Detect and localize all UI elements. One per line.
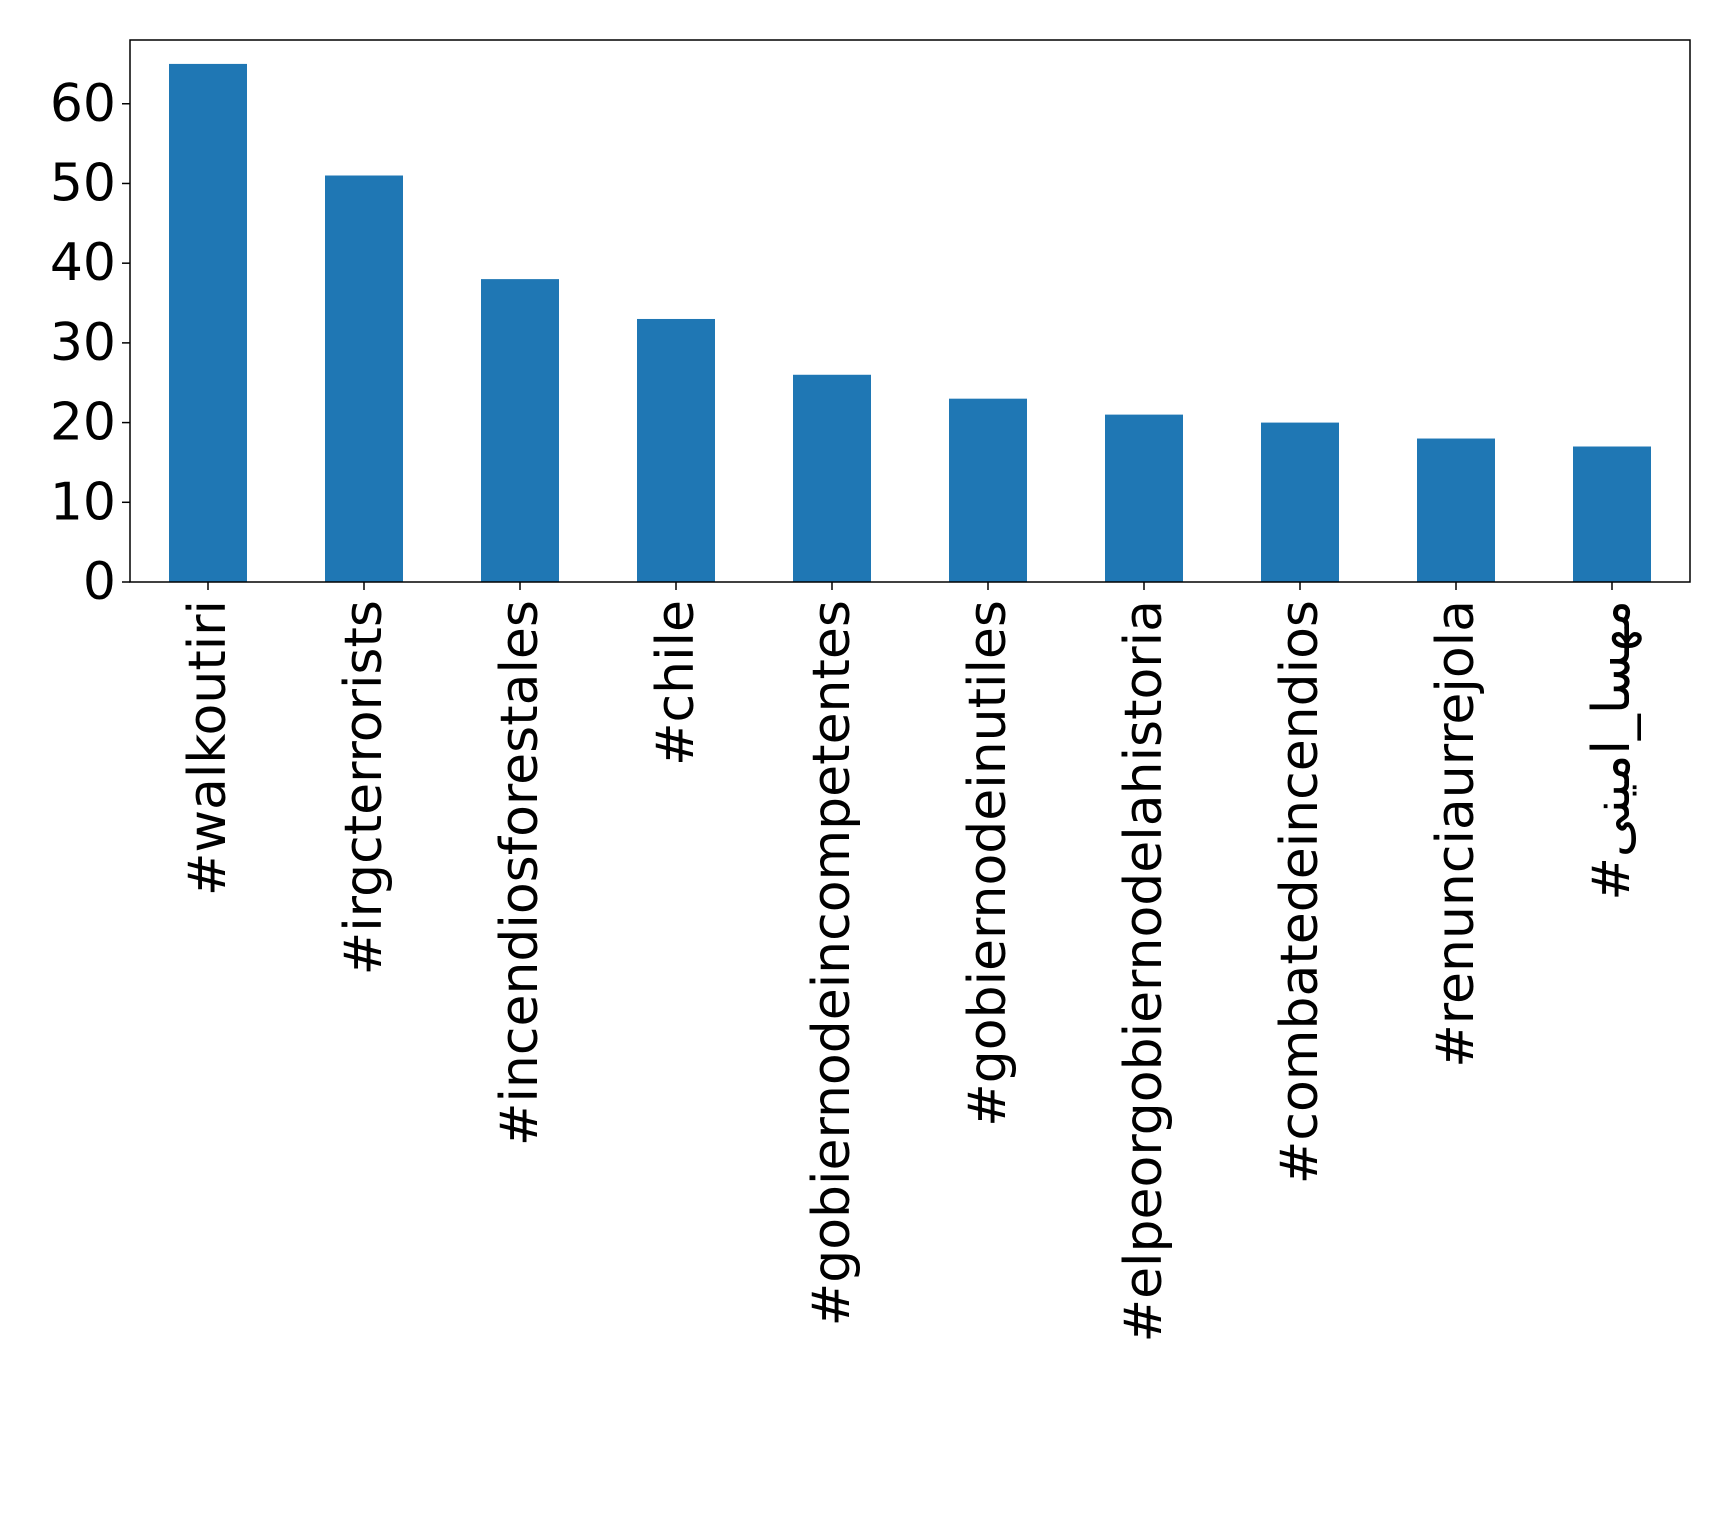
bar-1 [325, 175, 403, 582]
plot-frame [129, 39, 1691, 583]
x-tick-label-6: #elpeorgobiernodelahistoria [1114, 600, 1174, 1343]
y-tick-label-2: 20 [50, 393, 116, 453]
x-tick-label-5: #gobiernodeinutiles [958, 600, 1018, 1127]
y-tick-label-3: 30 [50, 313, 116, 373]
bar-2 [481, 279, 559, 582]
bar-8 [1417, 438, 1495, 582]
x-tick-label-9: #مهسا_امینی [1582, 600, 1642, 901]
bar-9 [1573, 446, 1651, 582]
x-tick-label-3: #chile [646, 600, 706, 766]
x-axis: #walkoutiri #irgcterrorists #incendiosfore… [178, 582, 1642, 1343]
bar-6 [1105, 414, 1183, 582]
x-tick-label-4: #gobiernodeincompetentes [802, 600, 862, 1326]
y-tick-label-5: 50 [50, 153, 116, 213]
y-axis: 0 10 20 30 40 50 60 [50, 74, 130, 612]
x-tick-label-0: #walkoutiri [178, 600, 238, 896]
bar-5 [949, 398, 1027, 582]
bar-7 [1261, 422, 1339, 582]
bars-layer [169, 63, 1651, 583]
bar-0 [169, 63, 247, 583]
x-tick-label-2: #incendiosforestales [490, 600, 550, 1146]
y-tick-label-0: 0 [83, 552, 116, 612]
x-tick-label-7: #combatedeincendios [1270, 600, 1330, 1184]
x-tick-label-8: #renunciaurrejola [1426, 600, 1486, 1068]
y-tick-label-4: 40 [50, 233, 116, 293]
bar-3 [637, 318, 715, 582]
bar-4 [793, 374, 871, 582]
x-tick-label-1: #irgcterrorists [334, 600, 394, 975]
y-tick-label-6: 60 [50, 74, 116, 134]
y-tick-label-1: 10 [50, 472, 116, 532]
